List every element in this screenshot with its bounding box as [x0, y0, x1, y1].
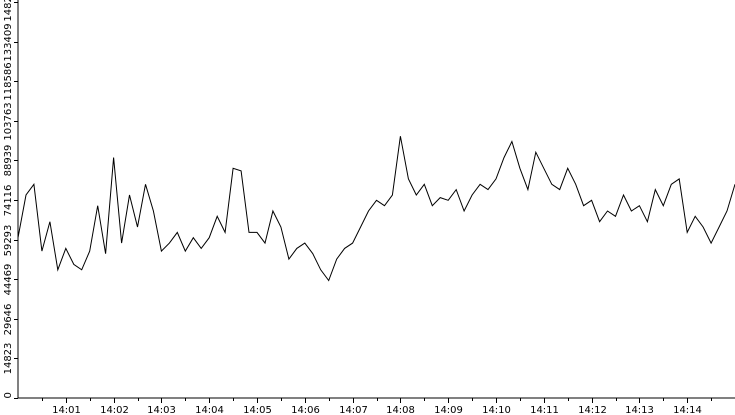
- y-tick-label: 103763: [3, 102, 14, 140]
- x-tick-label: 14:11: [530, 405, 559, 415]
- x-axis: 14:01 14:02 14:03 14:04 14:05 14:06 14:07 14:08…: [18, 397, 735, 415]
- x-tick-label: 14:12: [578, 405, 607, 415]
- x-tick-label: 14:01: [52, 405, 81, 415]
- series-line: [17, 136, 735, 282]
- x-tick-label: 14:08: [386, 405, 415, 415]
- x-tick-label: 14:05: [243, 405, 272, 415]
- y-axis: 0 14823 29646 44469 59293 74116 88939 103763 118…: [3, 0, 19, 399]
- y-tick-label: 29646: [3, 304, 14, 336]
- x-tick-label: 14:07: [339, 405, 368, 415]
- x-tick-label: 14:06: [291, 405, 320, 415]
- y-tick-label: 44469: [3, 264, 14, 296]
- x-tick-label: 14:09: [434, 405, 463, 415]
- plot-area: [17, 136, 735, 282]
- y-tick-label: 0: [3, 392, 14, 398]
- y-tick-label: 148233: [3, 0, 14, 22]
- y-tick-label: 59293: [3, 225, 14, 257]
- x-tick-label: 14:14: [673, 405, 702, 415]
- x-tick-label: 14:02: [100, 405, 129, 415]
- x-tick-label: 14:04: [195, 405, 224, 415]
- y-tick-label: 88939: [3, 145, 14, 177]
- x-tick-label: 14:10: [482, 405, 511, 415]
- x-tick-label: 14:03: [147, 405, 176, 415]
- y-tick-label: 14823: [3, 343, 14, 375]
- y-tick-label: 74116: [3, 185, 14, 217]
- y-tick-label: 118586: [3, 62, 14, 100]
- x-tick-label: 14:13: [625, 405, 654, 415]
- y-tick-label: 133409: [3, 23, 14, 61]
